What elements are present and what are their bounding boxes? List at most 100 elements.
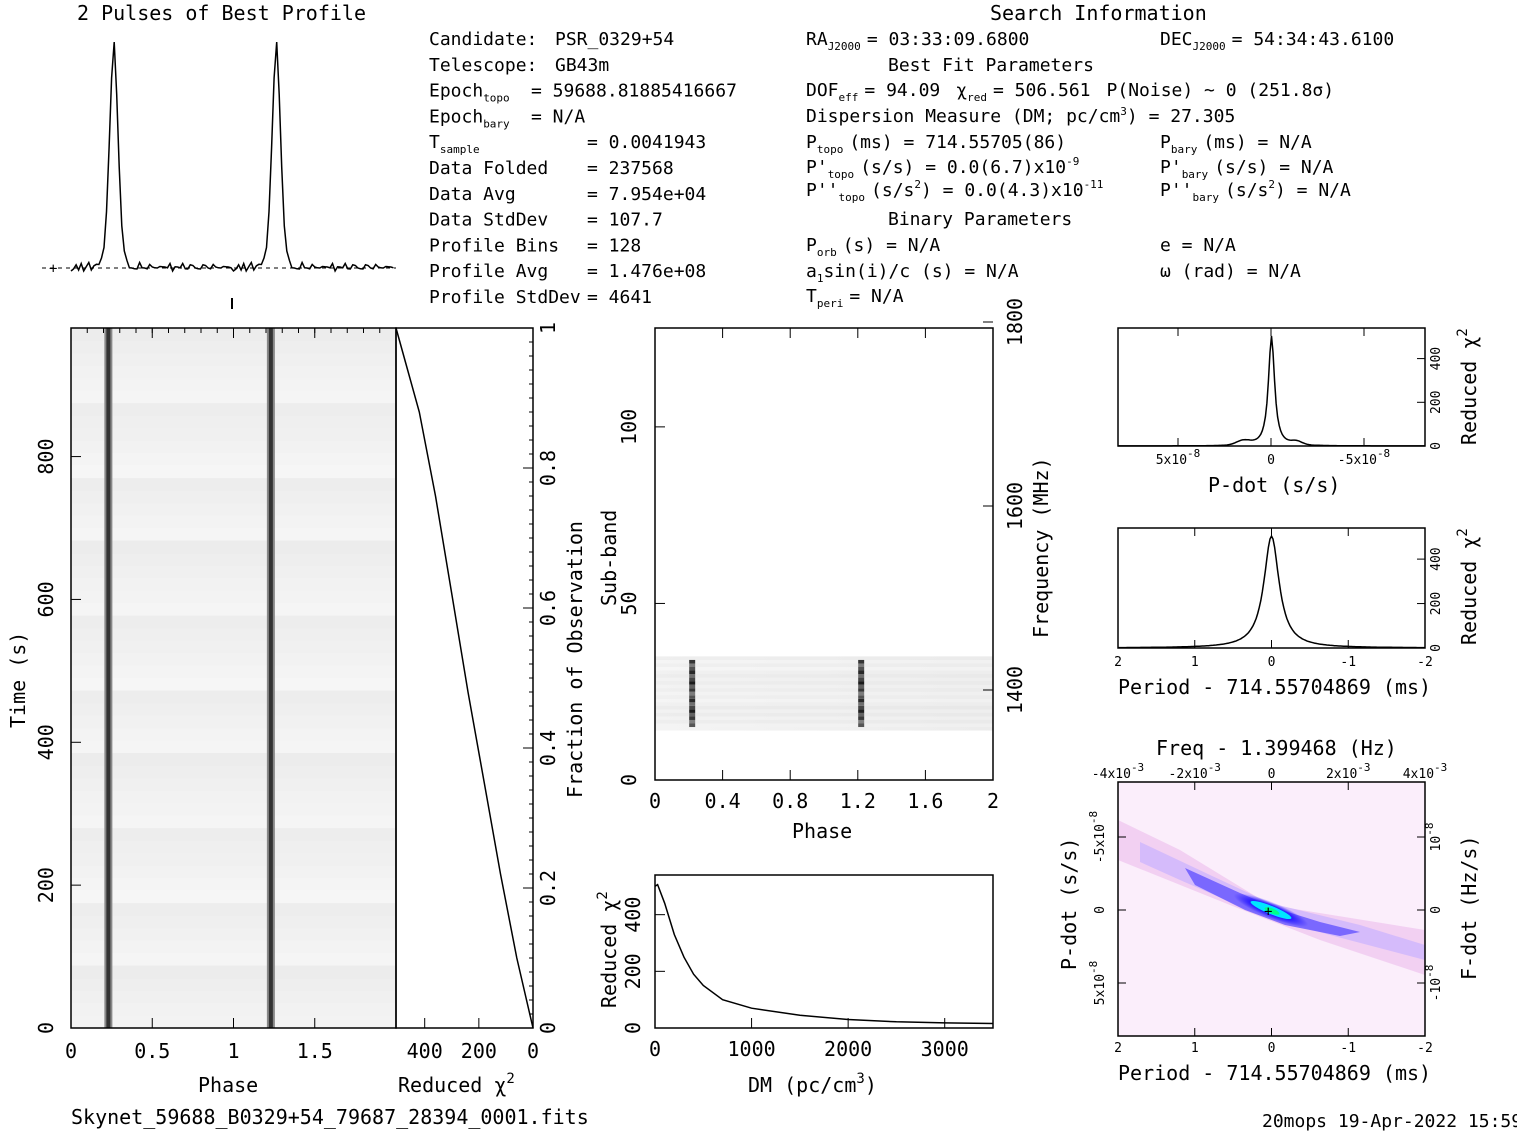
chi-time-curve — [395, 327, 534, 1029]
small-xtick: 1 — [1191, 655, 1199, 670]
search-info-heading: Search Information — [990, 1, 1207, 25]
info-value: GB43m — [555, 55, 609, 76]
subband-ytick: 100 — [617, 409, 641, 445]
dm-ytick: 200 — [621, 953, 645, 989]
dm-curve — [654, 883, 994, 1025]
dm-ytick: 400 — [621, 897, 645, 933]
ppdot-xtick: -2 — [1417, 1041, 1433, 1056]
frequency-tick: 1600 — [1003, 482, 1027, 530]
small-xtick: 5x10-8 — [1156, 447, 1201, 468]
dm-frame — [654, 874, 994, 1029]
fraction-tick: 0.8 — [536, 450, 560, 486]
period-axes: 2 1 0 -1 -2 0 200 400 — [1114, 528, 1444, 670]
small-xtick: 0 — [1268, 655, 1276, 670]
ppdot-righttick: 10-8 — [1423, 823, 1444, 852]
info-value: = 0.0041943 — [587, 132, 706, 153]
subband-axes: 0 0.4 0.8 1.2 1.6 2 0 50 100 1400 1600 1800 — [617, 298, 1027, 813]
period-frame — [1117, 527, 1426, 649]
ppdot-toptick: -4x10-3 — [1092, 761, 1144, 782]
tp-xtick: 0 — [65, 1039, 77, 1063]
info-value: = 128 — [587, 235, 641, 256]
search-info-middle: RAJ2000 = 03:33:09.6800 Best Fit Paramete… — [806, 29, 1334, 310]
info-value: = 107.7 — [587, 210, 663, 231]
info-row: Data Folded — [429, 158, 548, 179]
ppdot-xtick: 0 — [1268, 1041, 1276, 1056]
fraction-tick: 0.4 — [536, 730, 560, 766]
svg-text:DECJ2000= 54:34:43.6100: DECJ2000 = 54:34:43.6100 — [1160, 29, 1394, 53]
info-row: Data Avg — [429, 184, 516, 205]
svg-text:Tperi= N/A: Tperi = N/A — [806, 286, 904, 310]
pdot-axes: 5x10-8 0 -5x10-8 0 200 400 — [1156, 328, 1444, 468]
svg-text:e = N/A: e = N/A — [1160, 235, 1236, 256]
fraction-tick: 0 — [536, 1022, 560, 1034]
tp-ytick: 0 — [34, 1022, 58, 1034]
small-ytick: 400 — [1429, 347, 1444, 370]
svg-text:P'bary(s/s) = N/A: P'bary (s/s) = N/A — [1160, 157, 1334, 181]
info-value: = 1.476e+08 — [587, 261, 706, 282]
svg-text:P'topo(s/s) = 0.0(6.7)x10-9: P'topo (s/s) = 0.0(6.7)x10-9 — [806, 155, 1079, 181]
fraction-tick: 0.2 — [536, 870, 560, 906]
fraction-tick: 1 — [536, 322, 560, 334]
pdot-ylabel: Reduced χ2 — [1455, 328, 1481, 445]
tp-ytick: 600 — [34, 581, 58, 617]
tp-ytick: 200 — [34, 867, 58, 903]
subband-frame — [654, 327, 994, 781]
info-value: = 59688.81885416667 — [531, 81, 737, 102]
subband-xtick: 1.6 — [907, 789, 943, 813]
info-row: Data StdDev — [429, 210, 548, 231]
ppdot-lefttick: 0 — [1093, 906, 1108, 914]
ppdot-xlabel: Period - 714.55704869 (ms) — [1118, 1061, 1431, 1085]
ppdot-xtick: -1 — [1340, 1041, 1356, 1056]
dm-xtick: 0 — [649, 1037, 661, 1061]
info-row: Tsample — [429, 132, 480, 156]
small-ytick: 200 — [1429, 391, 1444, 414]
dm-xtick: 2000 — [824, 1037, 872, 1061]
info-value: PSR_0329+54 — [555, 29, 674, 50]
pdot-frame — [1117, 327, 1426, 447]
info-row: Profile Avg — [429, 261, 548, 282]
dm-ylabel: Reduced χ2 — [595, 891, 621, 1008]
pdot-curve — [1118, 335, 1425, 447]
dm-xtick: 1000 — [727, 1037, 775, 1061]
ppdot-left-label: P-dot (s/s) — [1057, 838, 1081, 970]
ppdot-lefttick: -5x10-8 — [1087, 811, 1108, 863]
subband-image — [655, 656, 993, 731]
svg-text:P''topo(s/s2) = 0.0(4.3)x10-11: P''topo (s/s2) = 0.0(4.3)x10-11 — [806, 178, 1103, 204]
time-phase-ylabel: Time (s) — [6, 632, 30, 728]
info-value: = 237568 — [587, 158, 674, 179]
ct-xtick: 400 — [407, 1039, 443, 1063]
profile-curve — [70, 41, 394, 273]
ppdot-map: + — [1118, 782, 1425, 1036]
footer-stamp: 20mops 19-Apr-2022 15:59 — [1262, 1111, 1517, 1132]
dm-xlabel: DM (pc/cm3) — [748, 1071, 877, 1097]
chi-time-frame — [395, 327, 534, 1029]
small-ytick: 0 — [1429, 442, 1444, 450]
small-ytick: 200 — [1429, 592, 1444, 615]
time-phase-image — [71, 328, 396, 1029]
ppdot-toptick: -2x10-3 — [1169, 761, 1221, 782]
period-ylabel: Reduced χ2 — [1455, 528, 1481, 645]
ppdot-top-label: Freq - 1.399468 (Hz) — [1156, 736, 1397, 760]
chi-time-axes: 400 200 0 0 0.2 0.4 0.6 0.8 1 — [407, 322, 560, 1063]
subband-ytick: 0 — [617, 774, 641, 786]
search-info-right: DECJ2000 = 54:34:43.6100 Pbary (ms) = N/A … — [1160, 29, 1394, 282]
tp-ytick: 400 — [34, 724, 58, 760]
tp-xtick: 1 — [227, 1039, 239, 1063]
small-xtick: -5x10-8 — [1338, 447, 1390, 468]
frequency-ylabel: Frequency (MHz) — [1029, 457, 1053, 638]
ppdot-xtick: 1 — [1191, 1041, 1199, 1056]
search-info-left: Candidate: PSR_0329+54 Telescope: GB43m Epoc… — [429, 29, 737, 308]
ppdot-toptick: 2x10-3 — [1326, 761, 1371, 782]
ppdot-righttick: -10-8 — [1423, 965, 1444, 1002]
tp-xtick: 1.5 — [297, 1039, 333, 1063]
ct-xtick: 0 — [527, 1039, 539, 1063]
tp-ytick: 800 — [34, 439, 58, 475]
chi-time-xlabel: Reduced χ2 — [398, 1071, 515, 1097]
subband-ylabel: Sub-band — [597, 510, 621, 606]
svg-text:Binary Parameters: Binary Parameters — [888, 209, 1072, 230]
svg-text:a1sin(i)/c (s) = N/A: a1sin(i)/c (s) = N/A — [806, 261, 1019, 285]
info-value: = 7.954e+04 — [587, 184, 706, 205]
pdot-xlabel: P-dot (s/s) — [1208, 473, 1340, 497]
svg-text:ω (rad) = N/A: ω (rad) = N/A — [1160, 261, 1301, 282]
